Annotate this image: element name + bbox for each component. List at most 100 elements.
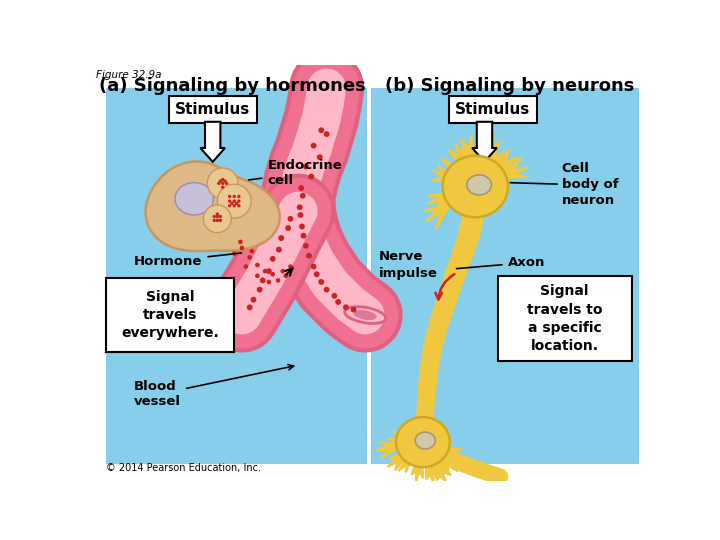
FancyBboxPatch shape [449, 96, 537, 123]
Circle shape [237, 204, 240, 207]
Circle shape [219, 219, 222, 222]
Circle shape [260, 278, 266, 284]
Ellipse shape [354, 310, 377, 320]
Circle shape [297, 204, 302, 210]
Ellipse shape [443, 156, 508, 217]
Circle shape [219, 179, 222, 183]
FancyArrow shape [472, 122, 497, 162]
Text: Figure 32.9a: Figure 32.9a [96, 70, 162, 80]
Circle shape [237, 195, 240, 198]
Text: Stimulus: Stimulus [455, 102, 531, 117]
Circle shape [317, 154, 323, 160]
Circle shape [314, 271, 320, 277]
Circle shape [215, 212, 219, 216]
Circle shape [276, 278, 281, 283]
FancyArrow shape [200, 122, 225, 162]
Ellipse shape [345, 307, 386, 323]
Circle shape [255, 273, 260, 278]
Circle shape [228, 195, 231, 198]
Circle shape [266, 280, 271, 284]
Circle shape [212, 219, 216, 222]
Polygon shape [145, 161, 279, 251]
Circle shape [230, 202, 233, 205]
Circle shape [266, 268, 272, 274]
Circle shape [288, 264, 293, 269]
Circle shape [250, 249, 254, 253]
Circle shape [233, 204, 236, 207]
Ellipse shape [467, 175, 492, 195]
FancyBboxPatch shape [498, 276, 631, 361]
Circle shape [257, 287, 263, 293]
Circle shape [301, 233, 307, 239]
Circle shape [248, 255, 252, 260]
Circle shape [232, 251, 237, 256]
Text: Nerve
impulse: Nerve impulse [379, 251, 438, 280]
Circle shape [238, 240, 243, 244]
Circle shape [297, 212, 303, 218]
Circle shape [351, 307, 356, 313]
Circle shape [255, 262, 260, 267]
Ellipse shape [415, 432, 435, 449]
Circle shape [228, 199, 231, 203]
Circle shape [251, 296, 256, 302]
FancyBboxPatch shape [168, 96, 256, 123]
Circle shape [221, 178, 225, 181]
Text: (a) Signaling by hormones: (a) Signaling by hormones [99, 77, 366, 95]
Circle shape [285, 225, 291, 231]
Circle shape [235, 202, 238, 205]
Circle shape [284, 273, 288, 278]
Circle shape [204, 205, 231, 233]
Circle shape [318, 279, 324, 285]
Circle shape [247, 305, 253, 310]
Ellipse shape [175, 183, 213, 215]
Circle shape [299, 224, 305, 230]
Circle shape [306, 253, 312, 259]
Circle shape [324, 131, 330, 137]
Text: Cell
body of
neuron: Cell body of neuron [562, 161, 618, 207]
Text: © 2014 Pearson Education, Inc.: © 2014 Pearson Education, Inc. [106, 463, 261, 473]
Circle shape [271, 272, 275, 276]
Circle shape [303, 243, 309, 249]
Text: Axon: Axon [456, 256, 545, 269]
FancyBboxPatch shape [106, 88, 367, 464]
Circle shape [308, 173, 314, 179]
Circle shape [221, 186, 225, 189]
Circle shape [287, 216, 293, 222]
Circle shape [281, 269, 285, 273]
Text: Signal
travels
everywhere.: Signal travels everywhere. [122, 289, 219, 340]
Circle shape [310, 264, 317, 269]
Circle shape [318, 127, 324, 133]
Ellipse shape [396, 417, 450, 467]
Circle shape [343, 305, 348, 310]
Circle shape [207, 168, 238, 199]
Text: Hormone: Hormone [134, 253, 241, 268]
Circle shape [228, 204, 231, 207]
Circle shape [298, 185, 304, 191]
Text: Signal
travels to
a specific
location.: Signal travels to a specific location. [527, 284, 603, 354]
Circle shape [221, 181, 225, 185]
Circle shape [217, 181, 220, 185]
Circle shape [300, 193, 306, 199]
Circle shape [217, 184, 251, 218]
FancyBboxPatch shape [107, 278, 234, 352]
Circle shape [279, 235, 284, 241]
Circle shape [276, 247, 282, 253]
Circle shape [237, 199, 240, 203]
Circle shape [233, 199, 236, 203]
Circle shape [215, 215, 219, 218]
Circle shape [263, 269, 267, 273]
Text: Stimulus: Stimulus [175, 102, 251, 117]
Text: Endocrine
cell: Endocrine cell [248, 159, 342, 187]
Circle shape [212, 215, 216, 218]
Circle shape [289, 266, 294, 271]
Circle shape [240, 246, 244, 251]
Circle shape [243, 264, 248, 269]
Circle shape [223, 179, 227, 183]
Circle shape [270, 256, 276, 262]
Circle shape [331, 293, 337, 299]
Circle shape [303, 164, 309, 170]
Circle shape [336, 299, 341, 305]
Circle shape [219, 215, 222, 218]
Text: (b) Signaling by neurons: (b) Signaling by neurons [385, 77, 634, 95]
Circle shape [324, 287, 330, 293]
